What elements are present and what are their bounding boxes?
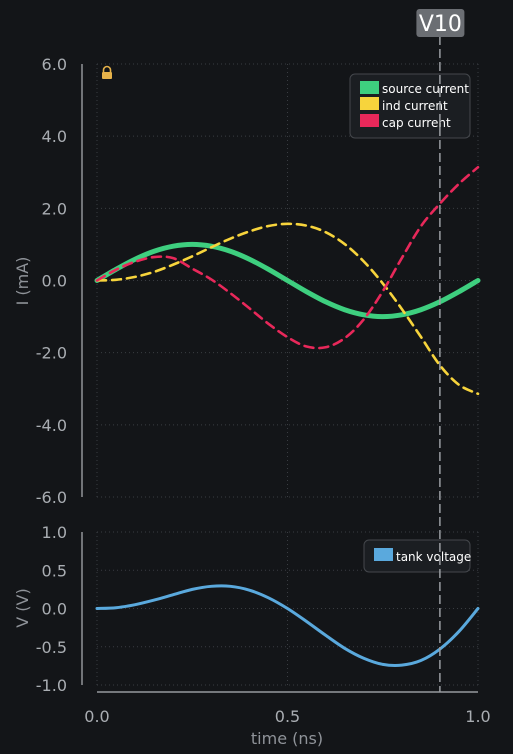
y-tick-label-voltage: -0.5 xyxy=(36,638,67,657)
y-tick-label-current: 6.0 xyxy=(42,55,67,74)
legend-swatch-cap xyxy=(360,114,379,127)
legend-swatch-source xyxy=(360,81,379,94)
x-axis-title: time (ns) xyxy=(251,729,323,748)
legend-label-ind: ind current xyxy=(382,99,448,113)
legend-label-tank: tank voltage xyxy=(396,550,471,564)
cursor-badge[interactable] xyxy=(416,9,465,37)
x-tick-label: 1.0 xyxy=(465,707,490,726)
time-cursor[interactable]: V10 xyxy=(416,9,465,692)
series-line-source-current xyxy=(94,241,481,320)
x-tick-label: 0.0 xyxy=(84,707,109,726)
y-tick-label-voltage: -1.0 xyxy=(36,676,67,695)
y-tick-label-voltage: 0.0 xyxy=(42,600,67,619)
axes-layer xyxy=(81,64,478,693)
legend-swatch-tank xyxy=(374,548,393,561)
y-tick-label-current: -6.0 xyxy=(36,488,67,507)
lock-icon[interactable] xyxy=(102,65,112,80)
legend-label-source: source current xyxy=(382,82,469,96)
cursor-label[interactable]: V10 xyxy=(419,12,462,37)
y-tick-label-current: 2.0 xyxy=(42,199,67,218)
y-tick-label-current: 0.0 xyxy=(42,272,67,291)
legend-current: source current ind current cap current xyxy=(349,73,471,139)
y-tick-label-current: -2.0 xyxy=(36,344,67,363)
series-line-ind-current xyxy=(95,222,480,396)
y-tick-label-voltage: 0.5 xyxy=(42,561,67,580)
series-line-cap-current xyxy=(95,165,480,350)
legend-voltage: tank voltage xyxy=(363,539,471,573)
grid-layer xyxy=(96,63,479,686)
y-tick-label-voltage: 1.0 xyxy=(42,523,67,542)
y-axis-title-current: I (mA) xyxy=(13,257,32,306)
legend-label-cap: cap current xyxy=(382,116,451,130)
series-layer xyxy=(94,165,481,667)
legend-swatch-ind xyxy=(360,97,379,110)
x-tick-label: 0.5 xyxy=(275,707,300,726)
series-line-tank-voltage xyxy=(95,584,480,667)
y-tick-label-current: 4.0 xyxy=(42,127,67,146)
ticks-layer: 6.0 4.0 2.0 0.0 -2.0 -4.0 -6.0 1.0 0.5 0.0 -0.5 -1.… xyxy=(36,55,491,726)
y-axis-title-voltage: V (V) xyxy=(13,588,32,627)
y-tick-label-current: -4.0 xyxy=(36,416,67,435)
